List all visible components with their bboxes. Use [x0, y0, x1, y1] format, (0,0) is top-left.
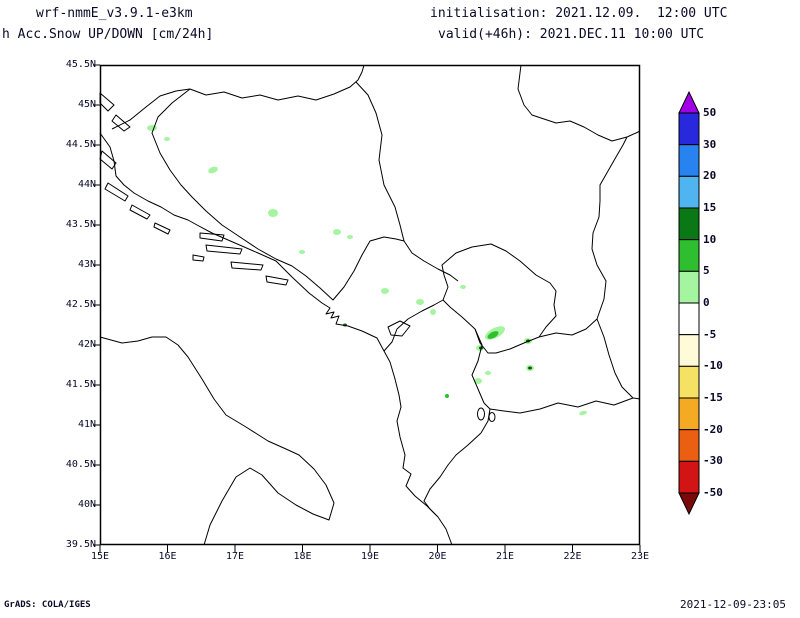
snow-patch — [430, 309, 436, 315]
colorbar-tick-label: -30 — [703, 454, 723, 468]
y-tick-label: 40.5N — [65, 459, 96, 470]
colorbar-tick-label: 50 — [703, 106, 717, 119]
colorbar-segment — [678, 270, 700, 304]
y-tick-label: 43.5N — [65, 219, 96, 230]
border-montenegro — [276, 237, 404, 300]
y-tick-label: 42N — [77, 339, 96, 350]
colorbar-tick-label: 15 — [703, 201, 717, 214]
adriatic-east-coastline — [100, 133, 452, 545]
colorbar-tick-label: 0 — [703, 296, 710, 309]
colorbar-segment — [678, 365, 700, 399]
snow-patch — [528, 366, 532, 370]
colorbar-segment — [678, 429, 700, 462]
border-serbia-macedonia — [539, 319, 640, 399]
lake-ohrid — [478, 408, 485, 420]
snow-patch — [208, 166, 218, 174]
y-tick-label: 43N — [77, 259, 96, 270]
colorbar-segment — [678, 112, 700, 146]
snow-patch — [416, 299, 424, 305]
colorbar-tick-label: 5 — [703, 264, 710, 278]
y-tick-label: 42.5N — [65, 299, 96, 310]
adriatic-islands — [100, 93, 288, 285]
colorbar-segment — [678, 144, 700, 177]
snow-patch — [147, 125, 157, 131]
snow-patch — [485, 371, 491, 375]
colorbar-segment — [678, 175, 700, 209]
grads-credit: GrADS: COLA/IGES — [4, 600, 91, 610]
snow-patch — [333, 229, 341, 235]
colorbar-segment — [678, 460, 700, 494]
border-sava-north — [112, 65, 364, 129]
init-time-label: initialisation: 2021.12.09. 12:00 UTC — [430, 6, 728, 21]
snow-patch — [474, 378, 482, 384]
colorbar-tick-label: -50 — [703, 486, 723, 499]
snow-patch — [299, 250, 305, 254]
y-tick-label: 40N — [77, 499, 96, 510]
lake-skadar — [388, 321, 410, 336]
product-title: h Acc.Snow UP/DOWN [cm/24h] — [2, 27, 214, 42]
x-tick-label: 21E — [495, 551, 515, 562]
border-serbia-bulgaria — [592, 131, 640, 319]
snow-shading-layer — [147, 125, 587, 416]
colorbar-arrow-bottom — [678, 492, 700, 516]
italy-coastline — [100, 337, 334, 545]
x-tick-label: 20E — [428, 551, 447, 562]
x-tick-label: 22E — [563, 551, 582, 562]
y-tick-label: 41N — [77, 419, 96, 430]
colorbar-tick-label: 20 — [703, 169, 717, 183]
model-title: wrf-nmmE_v3.9.1-e3km — [36, 6, 193, 21]
y-tick-label: 44.5N — [65, 139, 96, 150]
coastlines — [100, 93, 452, 545]
country-borders — [112, 65, 640, 516]
x-tick-label: 16E — [158, 551, 177, 562]
border-drina — [356, 82, 458, 281]
snow-patch — [460, 285, 466, 289]
colorbar-segment — [678, 302, 700, 336]
border-montenegro-albania — [384, 300, 443, 351]
valid-time-label: valid(+46h): 2021.DEC.11 10:00 UTC — [438, 27, 705, 42]
colorbar-tick-label: -20 — [703, 422, 723, 436]
colorbar-segment — [678, 207, 700, 241]
snow-patch — [381, 288, 389, 294]
y-tick-label: 45.5N — [65, 59, 96, 70]
lake-prespa — [489, 413, 495, 422]
map-canvas — [100, 65, 640, 545]
snow-patch — [164, 137, 170, 141]
x-tick-label: 15E — [90, 551, 110, 562]
snow-patch — [487, 331, 499, 339]
colorbar-segment — [678, 239, 700, 272]
colorbar-tick-label: -15 — [703, 391, 723, 404]
border-kosovo — [442, 244, 556, 353]
border-danube-romania — [518, 65, 627, 141]
snow-patch — [347, 235, 353, 239]
border-albania-greece — [424, 433, 481, 516]
colorbar-tick-label: 10 — [703, 232, 717, 246]
y-tick-label: 41.5N — [65, 379, 96, 390]
border-macedonia-greece — [490, 398, 633, 413]
creation-timestamp: 2021-12-09-23:05 — [680, 598, 786, 611]
axis-ticks — [93, 65, 640, 552]
y-tick-label: 44N — [77, 179, 96, 190]
snow-patch — [579, 410, 587, 416]
y-tick-label: 39.5N — [65, 539, 96, 550]
colorbar-arrow-top — [678, 90, 700, 114]
x-tick-label: 19E — [360, 551, 380, 562]
colorbar-segment — [678, 334, 700, 367]
snow-patch — [268, 209, 278, 217]
colorbar-tick-label: -10 — [703, 359, 723, 373]
colorbar-tick-label: -5 — [703, 327, 717, 341]
border-bosnia-west — [152, 89, 276, 259]
colorbar-segment — [678, 397, 700, 431]
snow-patch — [445, 394, 449, 398]
x-tick-label: 17E — [225, 551, 245, 562]
map-frame — [99, 64, 641, 546]
x-tick-label: 23E — [630, 551, 650, 562]
x-tick-label: 18E — [293, 551, 312, 562]
colorbar — [678, 90, 700, 516]
colorbar-tick-label: 30 — [703, 137, 717, 151]
y-tick-label: 45N — [77, 99, 96, 110]
